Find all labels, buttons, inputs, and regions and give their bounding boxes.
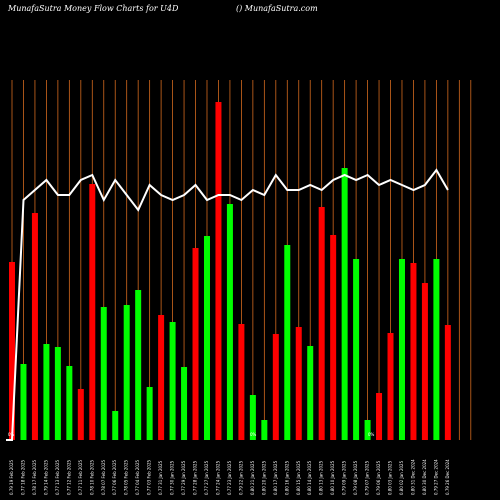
price-line-series <box>6 168 449 441</box>
money-flow-bar <box>295 327 302 440</box>
x-tick-label: 0.78 07 Feb 2025 <box>101 459 106 495</box>
x-tick-label: 0.77 27 Jan 2025 <box>204 460 209 495</box>
x-tick-label: 0.77 30 Jan 2025 <box>170 460 175 495</box>
money-flow-bar <box>261 420 268 440</box>
money-flow-bar <box>398 259 405 440</box>
money-flow-bar <box>169 322 176 440</box>
y-axis-zero-label-right: 0% <box>368 432 375 437</box>
x-tick-label: 0.80 20 Jan 2025 <box>261 460 266 495</box>
x-tick-label: 0.80 30 Dec 2024 <box>422 459 427 495</box>
money-flow-bars <box>9 102 451 440</box>
money-flow-bar <box>43 344 50 440</box>
x-tick-label: 0.80 13 Jan 2025 <box>319 460 324 495</box>
x-tick-label: 0.77 28 Jan 2025 <box>193 460 198 495</box>
x-tick-label: 0.77 04 Feb 2025 <box>135 459 140 495</box>
money-flow-bar <box>77 389 84 440</box>
money-flow-bar <box>330 235 337 440</box>
x-tick-label: 0.80 16 Jan 2025 <box>284 460 289 495</box>
x-tick-label: 0.80 15 Jan 2025 <box>296 460 301 495</box>
money-flow-bar <box>146 387 153 440</box>
x-tick-label: 0.79 08 Jan 2025 <box>353 460 358 495</box>
price-line <box>6 168 449 441</box>
money-flow-bar <box>31 213 38 440</box>
x-tick-label: 0.80 02 Jan 2025 <box>399 460 404 495</box>
money-flow-bar <box>226 204 233 440</box>
money-flow-bar <box>192 248 199 440</box>
money-flow-bar <box>158 315 165 440</box>
x-tick-label: 0.79 06 Jan 2025 <box>376 460 381 495</box>
x-tick-label: 0.78 05 Feb 2025 <box>124 459 129 495</box>
money-flow-bar <box>249 395 256 440</box>
money-flow-bar <box>9 262 15 440</box>
money-flow-bar <box>410 263 417 440</box>
x-tick-label: 0.77 12 Feb 2025 <box>66 459 71 495</box>
y-axis-zero-label: 0% <box>8 432 15 437</box>
money-flow-bar <box>444 325 451 440</box>
x-tick-label: 0.77 18 Feb 2025 <box>20 459 25 495</box>
x-tick-label: 0.80 17 Jan 2025 <box>273 460 278 495</box>
x-tick-label: 0.80 14 Jan 2025 <box>307 460 312 495</box>
x-tick-label: 0.77 31 Jan 2025 <box>158 460 163 495</box>
money-flow-bar <box>272 334 279 440</box>
x-tick-label: 0.79 07 Jan 2025 <box>365 460 370 495</box>
x-tick-label: 0.77 29 Jan 2025 <box>181 460 186 495</box>
money-flow-bar <box>433 259 440 440</box>
x-tick-label: 0.77 11 Feb 2025 <box>78 459 83 495</box>
money-flow-bar <box>215 102 222 440</box>
money-flow-bar <box>66 366 73 440</box>
chart-title: MunafaSutra Money Flow Charts for U4D <box>8 4 179 13</box>
money-flow-bar <box>376 393 383 440</box>
x-tick-label: 0.78 17 Feb 2025 <box>32 459 37 495</box>
x-tick-label: 0.77 24 Jan 2025 <box>215 460 220 495</box>
x-tick-label: 0.80 03 Jan 2025 <box>388 460 393 495</box>
x-tick-label: 0.78 10 Feb 2025 <box>89 459 94 495</box>
x-tick-label: 0.79 14 Feb 2025 <box>43 459 48 495</box>
money-flow-bar <box>387 333 394 440</box>
x-tick-label: 0.80 10 Jan 2025 <box>330 460 335 495</box>
money-flow-bar <box>353 259 360 440</box>
y-axis-zero-label-mid: 0% <box>250 432 257 437</box>
money-flow-bar <box>307 346 314 440</box>
money-flow-bar <box>238 324 245 440</box>
money-flow-bar <box>89 184 96 440</box>
money-flow-bar <box>203 236 210 440</box>
x-tick-label: 0.77 06 Feb 2025 <box>112 459 117 495</box>
money-flow-bar <box>20 364 27 440</box>
x-tick-label: 0.77 23 Jan 2025 <box>227 460 232 495</box>
money-flow-bar <box>364 420 371 440</box>
money-flow-bar <box>112 411 119 440</box>
money-flow-bar <box>135 290 142 440</box>
x-tick-label: 0.77 13 Feb 2025 <box>55 459 60 495</box>
x-tick-label: 0.79 27 Dec 2024 <box>433 459 438 495</box>
money-flow-bar <box>318 207 325 440</box>
site-name: () MunafaSutra.com <box>236 4 318 13</box>
money-flow-bar <box>284 245 291 440</box>
x-tick-label: 0.79 19 Feb 2025 <box>9 459 14 495</box>
money-flow-bar <box>123 305 130 440</box>
money-flow-bar <box>100 307 107 440</box>
money-flow-bar <box>421 283 428 440</box>
money-flow-bar <box>341 168 348 440</box>
x-tick-label: 0.79 26 Dec 2024 <box>445 459 450 495</box>
money-flow-bar <box>181 367 188 440</box>
x-tick-label: 0.79 09 Jan 2025 <box>342 460 347 495</box>
money-flow-bar <box>54 347 61 440</box>
x-tick-label: 0.77 03 Feb 2025 <box>147 459 152 495</box>
x-tick-label: 0.79 22 Jan 2025 <box>238 460 243 495</box>
x-tick-label: 0.80 21 Jan 2025 <box>250 460 255 495</box>
x-tick-label: 0.80 31 Dec 2024 <box>410 459 415 495</box>
x-axis-tick-labels: 0.79 19 Feb 2025 0.77 18 Feb 2025 0.78 17 … <box>9 459 450 495</box>
